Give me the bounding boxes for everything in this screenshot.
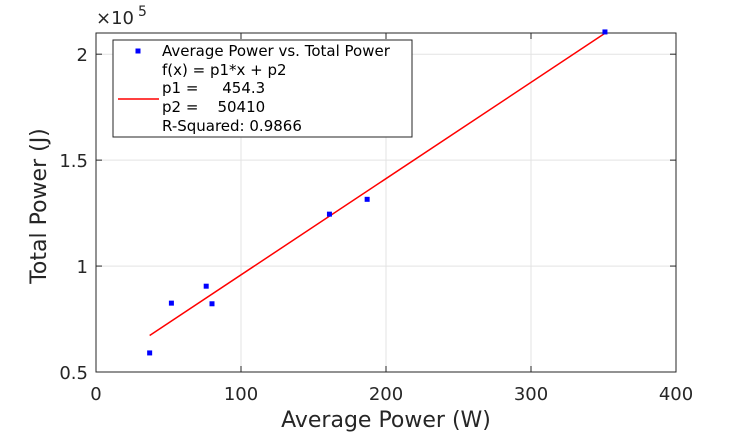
y-axis-label: Total Power (J) bbox=[27, 128, 52, 285]
y-tick-label: 1.5 bbox=[59, 151, 88, 172]
x-tick-label: 0 bbox=[90, 384, 101, 405]
x-tick-label: 100 bbox=[224, 384, 258, 405]
legend-entry-formula: f(x) = p1*x + p2 bbox=[162, 61, 287, 79]
data-point bbox=[209, 301, 215, 307]
data-point bbox=[168, 300, 174, 306]
x-tick-label: 300 bbox=[514, 384, 548, 405]
legend-entry-points: Average Power vs. Total Power bbox=[162, 42, 391, 60]
y-exponent-base: ×10 bbox=[96, 8, 134, 29]
y-exponent-power: 5 bbox=[138, 4, 147, 20]
legend-entry-rsquared: R-Squared: 0.9866 bbox=[162, 117, 302, 135]
fit-line bbox=[149, 32, 606, 337]
legend-marker-points bbox=[135, 48, 141, 54]
data-point bbox=[602, 29, 608, 35]
y-tick-label: 0.5 bbox=[59, 363, 88, 384]
legend-box bbox=[112, 39, 413, 138]
x-tick-label: 200 bbox=[369, 384, 403, 405]
y-exponent: ×10 5 bbox=[96, 4, 147, 29]
data-points bbox=[147, 29, 608, 356]
data-point bbox=[326, 211, 332, 217]
legend-entry-p2: p2 = 50410 bbox=[162, 98, 265, 116]
y-tick-label: 2 bbox=[77, 45, 88, 66]
y-tick-label: 1 bbox=[77, 257, 88, 278]
data-point bbox=[147, 350, 153, 356]
x-axis-label: Average Power (W) bbox=[281, 408, 491, 433]
axis-ticks: 0 100 200 300 400 0.5 1 1.5 2 bbox=[59, 33, 693, 405]
legend-entry-p1: p1 = 454.3 bbox=[162, 79, 265, 97]
x-tick-label: 400 bbox=[659, 384, 693, 405]
legend: Average Power vs. Total Power f(x) = p1*… bbox=[112, 39, 413, 138]
data-point bbox=[364, 196, 370, 202]
fit-line-group bbox=[149, 32, 606, 337]
data-point bbox=[203, 283, 209, 289]
